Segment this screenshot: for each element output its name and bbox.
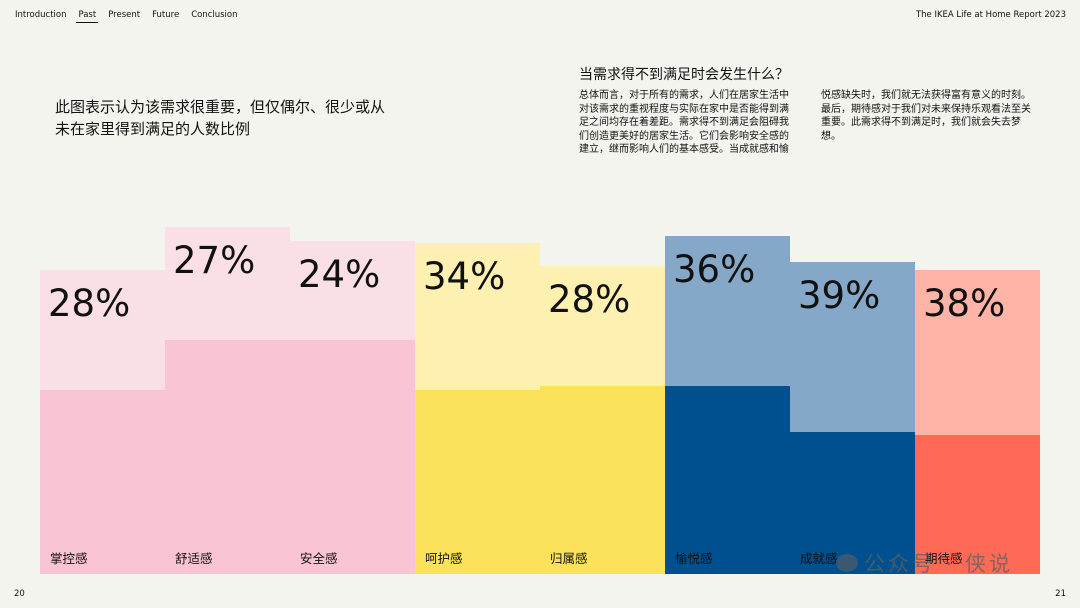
category-label-7: 期待感 <box>925 551 963 566</box>
category-label-6: 成就感 <box>800 551 838 566</box>
category-label-0: 掌控感 <box>50 551 88 566</box>
report-title: The IKEA Life at Home Report 2023 <box>915 10 1066 20</box>
value-label-7: 38% <box>923 282 1005 325</box>
bar-dark-1 <box>165 340 290 574</box>
bar-dark-6 <box>790 432 915 574</box>
page-number-right: 21 <box>1055 589 1066 599</box>
bar-light-6 <box>790 262 915 432</box>
bar-light-1 <box>165 227 290 340</box>
bar-light-0 <box>40 270 165 390</box>
wechat-icon <box>836 554 858 572</box>
value-label-1: 27% <box>173 239 255 282</box>
value-label-4: 28% <box>548 278 630 321</box>
value-label-2: 24% <box>298 253 380 296</box>
value-label-0: 28% <box>48 282 130 325</box>
category-label-5: 愉悦感 <box>675 551 713 566</box>
category-label-2: 安全感 <box>300 551 338 566</box>
category-label-4: 归属感 <box>550 551 588 566</box>
category-label-3: 呵护感 <box>425 551 463 566</box>
bar-light-5 <box>665 236 790 386</box>
value-label-6: 39% <box>798 274 880 317</box>
bar-light-7 <box>915 270 1040 435</box>
chart-description: 此图表示认为该需求很重要，但仅偶尔、很少或从未在家里得到满足的人数比例 <box>55 98 386 138</box>
bar-light-3 <box>415 243 540 390</box>
value-label-3: 34% <box>423 255 505 298</box>
bar-dark-2 <box>290 340 415 574</box>
bar-dark-4 <box>540 386 665 574</box>
top-nav: Introduction Past Present Future Conclus… <box>13 9 248 23</box>
bar-dark-5 <box>665 386 790 574</box>
bar-light-2 <box>290 241 415 340</box>
bar-dark-0 <box>40 390 165 574</box>
nav-conclusion[interactable]: Conclusion <box>191 10 238 20</box>
section-body-text: 总体而言，对于所有的需求，人们在居家生活中对该需求的重视程度与实际在家中是否能得… <box>579 90 1031 155</box>
watermark-text: 公众号 · 侠说 <box>864 552 1014 576</box>
bar-light-4 <box>540 266 665 386</box>
nav-introduction[interactable]: Introduction <box>15 10 67 20</box>
nav-past[interactable]: Past <box>76 9 99 23</box>
bar-dark-3 <box>415 390 540 574</box>
page-number-left: 20 <box>14 589 25 599</box>
category-label-1: 舒适感 <box>175 551 213 566</box>
value-label-5: 36% <box>673 248 755 291</box>
bar-dark-7 <box>915 435 1040 574</box>
nav-future[interactable]: Future <box>152 10 180 20</box>
section-heading: 当需求得不到满足时会发生什么？ <box>579 67 789 83</box>
nav-present[interactable]: Present <box>108 10 141 20</box>
watermark: 公众号 · 侠说 <box>836 548 1013 578</box>
